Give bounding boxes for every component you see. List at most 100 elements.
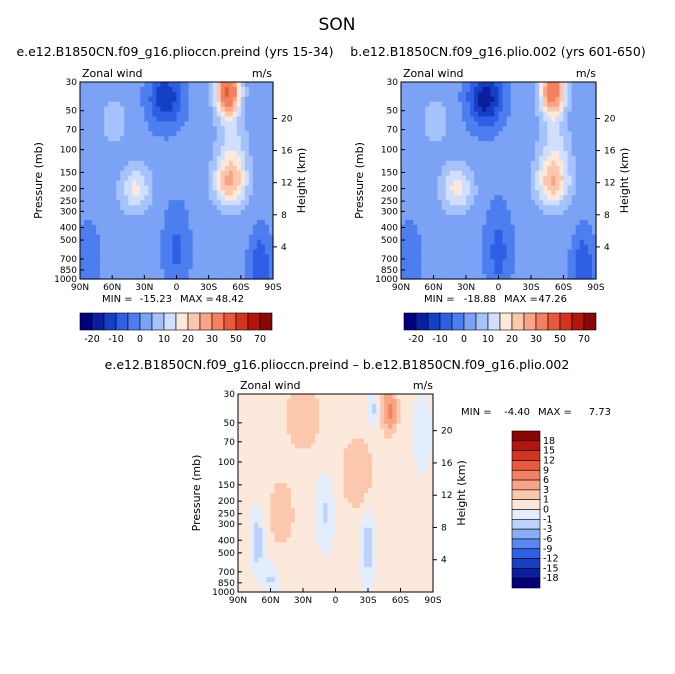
heatmap-cell: [196, 219, 202, 226]
heatmap-cell: [124, 165, 129, 172]
heatmap-cell: [294, 542, 300, 549]
heatmap-cell: [486, 190, 491, 196]
heatmap-cell: [335, 394, 341, 400]
heatmap-cell: [518, 210, 524, 216]
heatmap-cell: [413, 170, 418, 177]
heatmap-cell: [274, 478, 280, 484]
heatmap-cell: [200, 205, 206, 211]
heatmap-cell: [88, 269, 93, 275]
heatmap-cell: [270, 408, 276, 415]
heatmap-cell: [417, 210, 422, 216]
heatmap-cell: [303, 413, 308, 420]
heatmap-cell: [236, 210, 242, 216]
heatmap-cell: [531, 150, 536, 157]
heatmap-cell: [401, 91, 406, 98]
heatmap-cell: [591, 205, 597, 211]
heatmap-cell: [587, 224, 593, 231]
heatmap-cell: [116, 229, 121, 236]
heatmap-cell: [461, 101, 467, 108]
heatmap-cell: [441, 180, 447, 187]
heatmap-cell: [571, 106, 577, 113]
heatmap-cell: [128, 165, 133, 172]
heatmap-cell: [254, 522, 259, 529]
heatmap-cell: [196, 259, 202, 265]
heatmap-cell: [449, 269, 455, 275]
heatmap-cell: [461, 190, 467, 196]
heatmap-cell: [200, 165, 206, 172]
heatmap-cell: [262, 552, 268, 558]
heatmap-cell: [246, 413, 251, 420]
heatmap-cell: [164, 126, 170, 132]
heatmap-cell: [164, 91, 170, 98]
heatmap-cell: [208, 210, 214, 216]
heatmap-cell: [148, 146, 153, 152]
heatmap-cell: [514, 200, 520, 206]
heatmap-cell: [510, 259, 516, 265]
heatmap-cell: [236, 259, 242, 265]
heatmap-cell: [204, 116, 210, 122]
heatmap-cell: [417, 219, 422, 226]
heatmap-cell: [160, 274, 166, 280]
heatmap-cell: [417, 121, 422, 127]
heatmap-cell: [254, 433, 259, 440]
heatmap-cell: [252, 249, 258, 255]
heatmap-cell: [176, 264, 182, 270]
heatmap-cell: [224, 214, 230, 221]
heatmap-cell: [256, 160, 262, 167]
x-tick-label: 90S: [264, 283, 281, 293]
heatmap-cell: [457, 229, 463, 236]
heatmap-cell: [188, 91, 194, 98]
heatmap-cell: [224, 229, 230, 236]
heatmap-cell: [164, 269, 170, 275]
heatmap-cell: [303, 473, 308, 479]
heatmap-cell: [88, 106, 93, 113]
colorbar-label: 0: [461, 334, 467, 345]
heatmap-cell: [258, 562, 263, 568]
heatmap-cell: [457, 91, 463, 98]
heatmap-cell: [232, 229, 238, 236]
heatmap-cell: [405, 141, 410, 147]
heatmap-cell: [104, 101, 109, 108]
heatmap-cell: [567, 224, 573, 231]
heatmap-cell: [96, 180, 101, 187]
heatmap-cell: [236, 269, 242, 275]
heatmap-cell: [256, 131, 262, 137]
heatmap-cell: [164, 121, 170, 127]
heatmap-cell: [192, 175, 198, 182]
heatmap-cell: [252, 91, 258, 98]
heatmap-cell: [474, 141, 479, 147]
heatmap-cell: [246, 512, 251, 519]
heatmap-cell: [282, 463, 288, 469]
heatmap-cell: [539, 150, 544, 157]
heatmap-cell: [466, 121, 471, 127]
heatmap-cell: [579, 116, 585, 122]
heatmap-cell: [256, 200, 262, 206]
heatmap-cell: [315, 577, 320, 583]
heatmap-cell: [413, 254, 418, 260]
heatmap-cell: [294, 453, 300, 459]
heatmap-cell: [571, 224, 577, 231]
heatmap-cell: [587, 150, 593, 157]
heatmap-cell: [152, 141, 157, 147]
heatmap-cell: [461, 91, 467, 98]
heatmap-cell: [290, 478, 296, 484]
heatmap-cell: [212, 101, 218, 108]
heatmap-cell: [510, 126, 516, 132]
heatmap-cell: [506, 150, 512, 157]
heatmap-cell: [409, 111, 414, 118]
heatmap-cell: [262, 497, 268, 504]
heatmap-cell: [152, 86, 157, 93]
heatmap-cell: [315, 488, 320, 494]
heatmap-cell: [278, 403, 284, 410]
heatmap-cell: [152, 175, 157, 182]
heatmap-cell: [453, 160, 459, 167]
heatmap-cell: [457, 274, 463, 280]
heatmap-cell: [579, 131, 585, 137]
heatmap-cell: [421, 160, 426, 167]
heatmap-cell: [140, 170, 145, 177]
heatmap-cell: [232, 136, 238, 142]
heatmap-cell: [429, 165, 435, 172]
heatmap-cell: [220, 210, 226, 216]
heatmap-cell: [453, 165, 459, 172]
heatmap-cell: [421, 229, 426, 236]
